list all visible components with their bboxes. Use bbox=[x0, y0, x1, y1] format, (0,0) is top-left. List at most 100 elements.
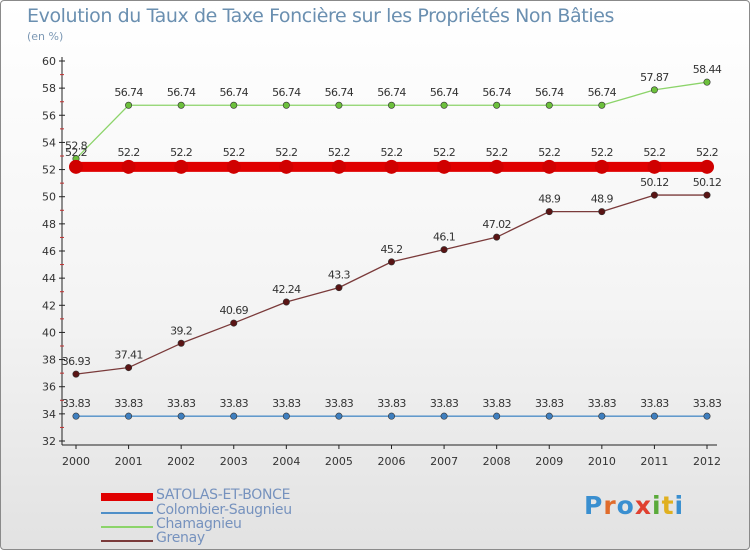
legend-label: Chamagnieu bbox=[156, 516, 242, 532]
data-point bbox=[121, 159, 136, 174]
x-tick-label: 2005 bbox=[325, 455, 353, 468]
logo-letter: x bbox=[634, 491, 652, 520]
data-point bbox=[384, 159, 399, 174]
legend-label: Colombier-Saugnieu bbox=[156, 502, 292, 518]
data-label: 50.12 bbox=[693, 176, 722, 189]
legend-item-satolas[interactable]: SATOLAS-ET-BONCE bbox=[101, 487, 401, 505]
data-label: 33.83 bbox=[272, 397, 301, 410]
data-point bbox=[703, 191, 711, 199]
data-label: 48.9 bbox=[538, 193, 561, 206]
data-label: 33.83 bbox=[588, 397, 617, 410]
series-line bbox=[75, 194, 707, 375]
series-grenay: 36.93 37.41 39.2 40.69 42.24 43.3 45.2 46.1 47.0… bbox=[62, 176, 722, 378]
data-label: 58.44 bbox=[693, 63, 722, 76]
data-label: 42.24 bbox=[272, 283, 301, 296]
data-point bbox=[279, 159, 294, 174]
data-point bbox=[331, 159, 346, 174]
data-point bbox=[598, 208, 606, 216]
y-tick-label: 60 bbox=[42, 55, 56, 68]
data-label: 36.93 bbox=[62, 355, 91, 368]
data-point bbox=[230, 101, 238, 109]
data-point bbox=[493, 233, 501, 241]
data-point bbox=[594, 159, 609, 174]
data-point bbox=[125, 364, 133, 372]
y-tick-label: 52 bbox=[42, 164, 56, 177]
axes: 32 34 36 38 40 42 44 46 48 50 52 54 56 58 60 2000 2001 20… bbox=[42, 55, 721, 468]
data-label: 56.74 bbox=[220, 86, 249, 99]
data-point bbox=[493, 412, 501, 420]
data-point bbox=[282, 101, 290, 109]
data-point bbox=[542, 159, 557, 174]
data-label: 33.83 bbox=[482, 397, 511, 410]
logo-letter: i bbox=[652, 491, 662, 520]
data-label: 52.2 bbox=[223, 146, 245, 159]
x-tick-label: 2004 bbox=[272, 455, 300, 468]
data-point bbox=[282, 412, 290, 420]
data-point bbox=[282, 298, 290, 306]
data-label: 56.74 bbox=[482, 86, 511, 99]
data-point bbox=[125, 101, 133, 109]
data-point bbox=[598, 412, 606, 420]
y-tick-label: 42 bbox=[42, 299, 56, 312]
data-point bbox=[177, 101, 185, 109]
y-tick-label: 32 bbox=[42, 435, 56, 448]
data-point bbox=[437, 159, 452, 174]
data-label: 52.2 bbox=[275, 146, 297, 159]
data-label: 52.2 bbox=[591, 146, 613, 159]
x-tick-label: 2003 bbox=[220, 455, 248, 468]
series-colombier-saugnieu: 33.83 33.83 33.83 33.83 33.83 33.83 33.83 33.83… bbox=[62, 397, 722, 420]
x-tick-label: 2002 bbox=[167, 455, 195, 468]
data-point bbox=[700, 159, 714, 174]
data-point bbox=[72, 370, 80, 378]
data-label: 39.2 bbox=[170, 324, 192, 337]
legend-swatch bbox=[101, 493, 153, 501]
data-label: 33.83 bbox=[640, 397, 669, 410]
data-label: 37.41 bbox=[114, 349, 143, 362]
data-label: 56.74 bbox=[325, 86, 354, 99]
y-tick-label: 40 bbox=[42, 326, 56, 339]
legend-label: Grenay bbox=[156, 530, 205, 546]
data-label: 33.83 bbox=[62, 397, 91, 410]
data-point bbox=[598, 101, 606, 109]
y-tick-label: 34 bbox=[42, 408, 56, 421]
y-tick-label: 48 bbox=[42, 218, 56, 231]
data-label: 46.1 bbox=[433, 231, 455, 244]
data-point bbox=[335, 412, 343, 420]
y-tick-label: 46 bbox=[42, 245, 56, 258]
data-point bbox=[226, 159, 241, 174]
data-label: 33.83 bbox=[325, 397, 354, 410]
x-tick-label: 2006 bbox=[378, 455, 406, 468]
legend-item-grenay[interactable]: Grenay bbox=[101, 530, 401, 548]
series-chamagnieu: 52.8 56.74 56.74 56.74 56.74 56.74 56.74 56.74 5… bbox=[65, 63, 722, 163]
data-label: 56.74 bbox=[377, 86, 406, 99]
data-label: 33.83 bbox=[377, 397, 406, 410]
data-label: 52.2 bbox=[380, 146, 402, 159]
data-label: 33.83 bbox=[430, 397, 459, 410]
data-label: 33.83 bbox=[693, 397, 722, 410]
data-label: 52.2 bbox=[486, 146, 508, 159]
data-point bbox=[440, 412, 448, 420]
data-label: 33.83 bbox=[535, 397, 564, 410]
series-layer: 33.83 33.83 33.83 33.83 33.83 33.83 33.83 33.83… bbox=[62, 63, 722, 420]
proxiti-logo: Proxiti bbox=[584, 491, 684, 520]
legend-swatch bbox=[101, 526, 153, 528]
data-point bbox=[545, 101, 553, 109]
data-point bbox=[647, 159, 662, 174]
data-point bbox=[72, 412, 80, 420]
data-point bbox=[387, 412, 395, 420]
legend-item-chamagnieu[interactable]: Chamagnieu bbox=[101, 516, 401, 534]
data-point bbox=[493, 101, 501, 109]
data-point bbox=[650, 191, 658, 199]
legend-item-colombier[interactable]: Colombier-Saugnieu bbox=[101, 502, 401, 520]
logo-letter: P bbox=[584, 491, 604, 520]
logo-letter: i bbox=[674, 491, 685, 520]
data-point bbox=[230, 412, 238, 420]
data-label: 56.74 bbox=[114, 86, 143, 99]
y-tick-label: 56 bbox=[42, 109, 56, 122]
data-label: 52.2 bbox=[118, 146, 140, 159]
data-label: 52.2 bbox=[65, 146, 87, 159]
data-point bbox=[545, 208, 553, 216]
data-point bbox=[703, 78, 711, 86]
y-tick-label: 54 bbox=[42, 136, 56, 149]
